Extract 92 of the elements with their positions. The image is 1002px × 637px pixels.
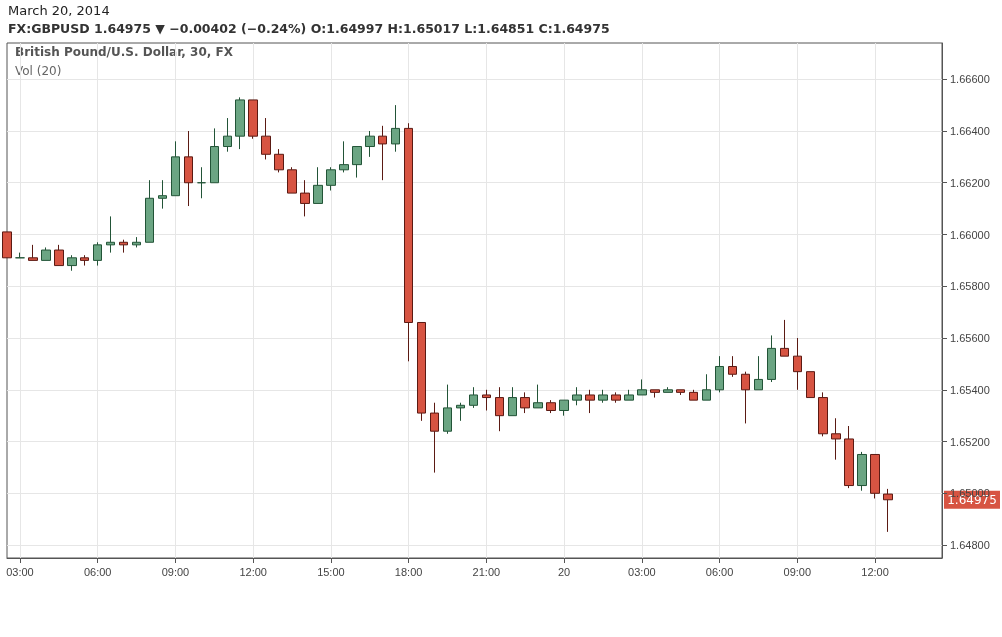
candlestick bbox=[728, 355, 737, 378]
annotation: British Pound/U.S. Dollar, 30, FX bbox=[15, 45, 234, 59]
y-tick-label: 1.65200 bbox=[950, 435, 990, 448]
candlestick bbox=[106, 215, 115, 254]
candlestick bbox=[171, 140, 180, 197]
candlestick bbox=[274, 148, 284, 173]
candlestick bbox=[248, 99, 258, 140]
y-tick-label: 1.66400 bbox=[950, 124, 990, 137]
candlestick bbox=[15, 252, 25, 259]
candlestick bbox=[313, 166, 323, 204]
y-tick-label: 1.65800 bbox=[950, 280, 990, 293]
x-tick-label: 18:00 bbox=[394, 565, 423, 578]
candlestick bbox=[469, 386, 478, 409]
candlestick bbox=[223, 117, 232, 153]
candlestick bbox=[41, 246, 51, 261]
candlestick bbox=[443, 384, 452, 435]
candlestick bbox=[793, 337, 802, 391]
candlestick bbox=[844, 425, 854, 489]
chart-subtitle: FX:GBPUSD 1.64975 ▼ −0.00402 (−0.24%) O:1.64997 H:1.65017 L:1.64851 C:1.64975 bbox=[8, 21, 610, 36]
x-tick-label: 06:00 bbox=[83, 565, 112, 578]
candlestick bbox=[93, 241, 102, 267]
candlestick bbox=[741, 371, 750, 424]
candlestick bbox=[689, 389, 698, 401]
candlestick bbox=[326, 166, 336, 192]
y-tick-label: 1.65400 bbox=[950, 383, 990, 396]
candlestick bbox=[559, 399, 569, 417]
candlestick bbox=[145, 179, 154, 243]
x-tick-label: 03:00 bbox=[628, 565, 656, 578]
candlestick bbox=[598, 389, 608, 404]
candlestick bbox=[184, 130, 193, 207]
chart-title: March 20, 2014 bbox=[8, 3, 111, 18]
candlestick bbox=[119, 239, 128, 254]
candlestick bbox=[352, 146, 362, 179]
candlestick bbox=[650, 389, 660, 399]
candlestick bbox=[391, 104, 400, 153]
candlestick bbox=[624, 389, 634, 401]
candlestick bbox=[2, 231, 12, 259]
candlestick bbox=[67, 254, 77, 272]
candlestick bbox=[883, 488, 893, 533]
candlestick bbox=[831, 417, 841, 461]
x-tick-label: 03:00 bbox=[6, 565, 34, 578]
candlestick bbox=[806, 371, 815, 399]
x-tick-label: 21:00 bbox=[472, 565, 501, 578]
candlestick bbox=[365, 130, 375, 158]
candlestick bbox=[767, 334, 776, 383]
candlestick bbox=[546, 399, 556, 414]
candlestick bbox=[28, 244, 38, 261]
candlestick bbox=[495, 386, 504, 432]
x-tick-label: 20 bbox=[557, 565, 571, 578]
candlestick bbox=[520, 391, 530, 414]
candlestick bbox=[637, 378, 647, 396]
x-tick-label: 12:00 bbox=[239, 565, 267, 578]
x-tick-label: 12:00 bbox=[861, 565, 889, 578]
candlestick bbox=[754, 355, 763, 391]
candlestick bbox=[857, 451, 867, 492]
candlestick bbox=[378, 125, 387, 181]
candlestick bbox=[585, 389, 595, 414]
x-tick-label: 06:00 bbox=[705, 565, 734, 578]
y-tick-label: 1.66200 bbox=[950, 176, 990, 189]
candlestick bbox=[430, 402, 439, 474]
candlestick bbox=[676, 389, 685, 396]
candlestick bbox=[210, 127, 219, 184]
x-tick-label: 09:00 bbox=[783, 565, 812, 578]
candlestick bbox=[611, 391, 621, 404]
candlestick bbox=[417, 322, 426, 422]
candlestick bbox=[339, 140, 349, 173]
candlestick bbox=[261, 117, 271, 160]
candlestick bbox=[235, 96, 245, 150]
candlestick bbox=[780, 319, 789, 357]
y-tick-label: 1.66600 bbox=[950, 73, 990, 86]
x-tick-label: 09:00 bbox=[161, 565, 190, 578]
candlestick bbox=[197, 166, 206, 199]
candlestick bbox=[818, 391, 828, 437]
x-tick-label: 15:00 bbox=[317, 565, 345, 578]
y-tick-label: 1.66000 bbox=[950, 228, 990, 241]
candlestick bbox=[456, 402, 465, 422]
candlestick bbox=[572, 386, 582, 406]
candlestick bbox=[80, 254, 89, 267]
candlestick bbox=[132, 236, 141, 248]
y-tick-label: 1.65600 bbox=[950, 332, 990, 345]
candlestick bbox=[300, 179, 310, 217]
candlestick bbox=[482, 389, 491, 411]
candlestick bbox=[508, 386, 517, 417]
candlestick bbox=[54, 244, 64, 267]
candlestick bbox=[533, 384, 543, 409]
candlestick bbox=[702, 373, 711, 401]
candlestick bbox=[663, 386, 673, 393]
candlestick bbox=[870, 453, 880, 499]
candlestick bbox=[715, 355, 724, 393]
y-tick-label: 1.64800 bbox=[950, 539, 990, 552]
candlestick bbox=[158, 179, 167, 210]
candlestick bbox=[287, 166, 297, 194]
